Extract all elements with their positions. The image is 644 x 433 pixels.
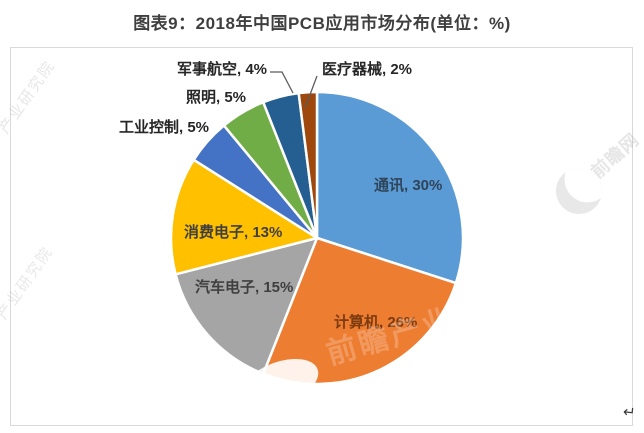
pie-slice-communications [315, 90, 465, 285]
return-mark: ↵ [622, 403, 637, 422]
leader-line-medical-devices [304, 75, 318, 109]
pie-slice-consumer-electronics [169, 158, 319, 276]
pie-label-consumer-electronics: 消费电子, 13% [184, 224, 283, 241]
pie-label-military-aerospace: 军事航空, 4% [177, 61, 268, 78]
pie-label-automotive-electronics: 汽车电子, 15% [195, 279, 294, 296]
pie-label-industrial-control: 工业控制, 5% [118, 119, 209, 136]
pie-label-medical-devices: 医疗器械, 2% [322, 61, 413, 78]
pie-label-communications: 通讯, 30% [374, 177, 443, 194]
pie-label-computers: 计算机, 26% [334, 314, 418, 331]
pie-label-lighting: 照明, 5% [186, 89, 247, 106]
pie-slices [169, 90, 465, 386]
chart-border [10, 47, 633, 426]
pie-slice-medical-devices [297, 90, 319, 240]
pie-slice-automotive-electronics [174, 236, 319, 375]
leader-line-military-aerospace [270, 71, 294, 94]
chart-title: 图表9：2018年中国PCB应用市场分布(单位：%) [133, 14, 511, 33]
